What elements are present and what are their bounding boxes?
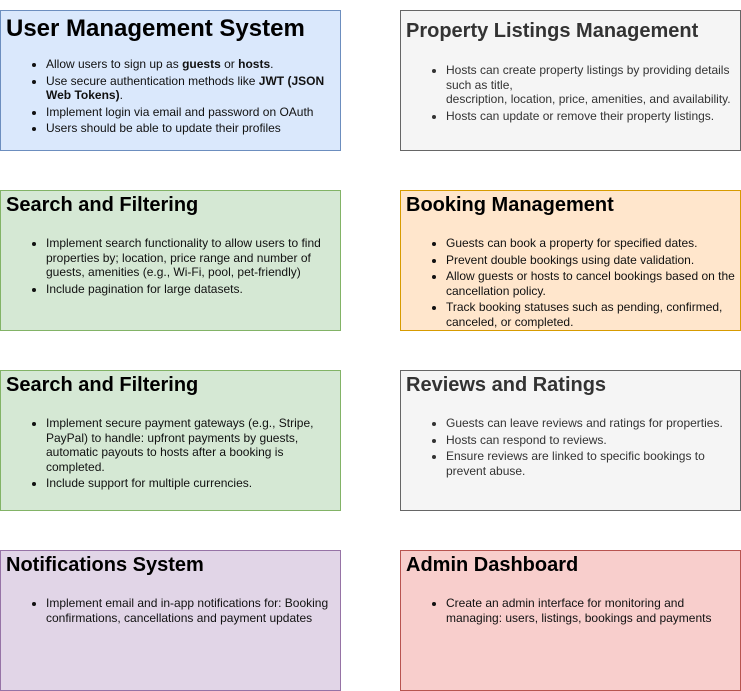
card-title: User Management System [6,15,305,42]
feature-list: Implement email and in-app notifications… [1,596,340,625]
notifications-card: Notifications System Implement email and… [0,550,341,691]
feature-item: Include support for multiple currencies. [46,476,336,491]
feature-item: Track booking statuses such as pending, … [446,300,736,329]
admin-dashboard-card: Admin Dashboard Create an admin interfac… [400,550,741,691]
feature-item: Guests can book a property for specified… [446,236,736,251]
emphasis-text: JWT (JSON Web Tokens) [46,73,325,103]
card-title: Property Listings Management [406,20,699,42]
feature-list: Implement secure payment gateways (e.g.,… [1,416,340,491]
emphasis-text: hosts [238,57,271,71]
card-title: Booking Management [406,194,614,216]
feature-item: Allow guests or hosts to cancel bookings… [446,269,736,298]
feature-list: Hosts can create property listings by pr… [401,63,740,123]
feature-list: Implement search functionality to allow … [1,236,340,296]
feature-item: Create an admin interface for monitoring… [446,596,736,625]
feature-item: Implement email and in-app notifications… [46,596,336,625]
payment-card: Search and Filtering Implement secure pa… [0,370,341,511]
feature-item: Users should be able to update their pro… [46,121,336,136]
feature-item: Hosts can create property listings by pr… [446,63,736,107]
feature-item: Use secure authentication methods like J… [46,74,336,103]
feature-item: Implement search functionality to allow … [46,236,336,280]
feature-item: Prevent double bookings using date valid… [446,253,736,268]
booking-management-card: Booking Management Guests can book a pro… [400,190,741,331]
feature-item: Implement login via email and password o… [46,105,336,120]
feature-item: Guests can leave reviews and ratings for… [446,416,736,431]
feature-item: Ensure reviews are linked to specific bo… [446,449,736,478]
feature-list: Guests can book a property for specified… [401,236,740,329]
card-title: Reviews and Ratings [406,374,607,396]
user-management-card: User Management System Allow users to si… [0,10,341,151]
card-title: Search and Filtering [6,374,199,396]
property-listings-card: Property Listings Management Hosts can c… [400,10,741,151]
feature-list: Create an admin interface for monitoring… [401,596,740,625]
card-title: Search and Filtering [6,194,199,216]
feature-item: Include pagination for large datasets. [46,282,336,297]
emphasis-text: guests [182,57,221,71]
feature-item: Hosts can respond to reviews. [446,433,736,448]
reviews-ratings-card: Reviews and Ratings Guests can leave rev… [400,370,741,511]
feature-item: Allow users to sign up as guests or host… [46,57,336,72]
card-title: Notifications System [6,554,204,576]
feature-item: Implement secure payment gateways (e.g.,… [46,416,336,474]
feature-list: Guests can leave reviews and ratings for… [401,416,740,478]
feature-item: Hosts can update or remove their propert… [446,109,736,124]
card-title: Admin Dashboard [406,554,579,576]
feature-list: Allow users to sign up as guests or host… [1,57,340,136]
search-filtering-card: Search and Filtering Implement search fu… [0,190,341,331]
